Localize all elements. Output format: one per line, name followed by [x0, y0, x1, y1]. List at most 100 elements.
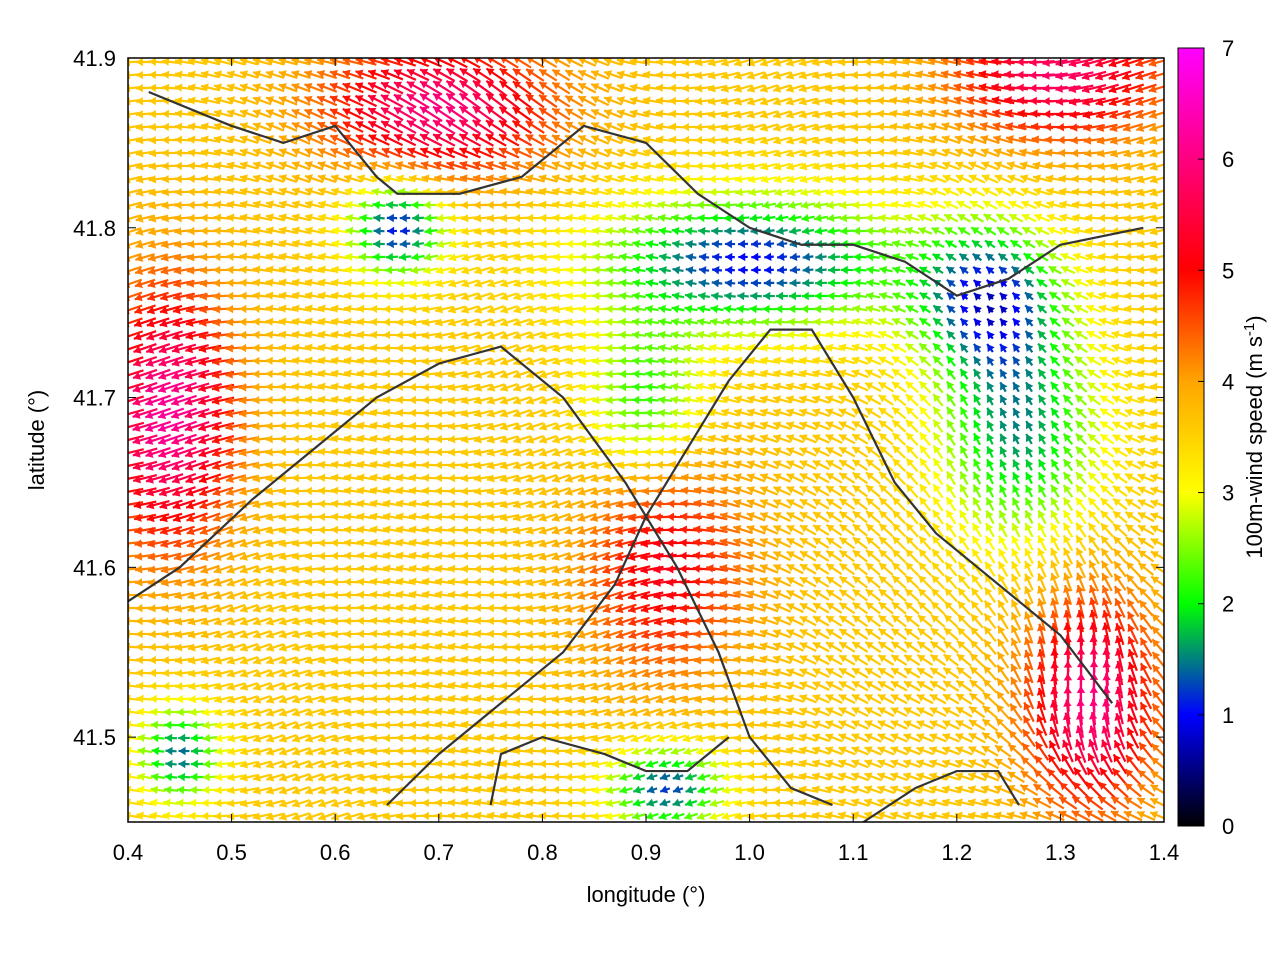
wind-arrow-head [721, 110, 729, 119]
wind-arrow-head [954, 109, 963, 118]
wind-arrow-head [485, 160, 494, 169]
wind-arrow-head [928, 83, 937, 92]
wind-arrow-head [763, 239, 772, 248]
wind-arrow-head [213, 148, 222, 157]
wind-arrow-head [226, 200, 235, 209]
wind-arrow-head [953, 70, 962, 79]
wind-arrow-head [331, 239, 340, 248]
wind-arrow-head [342, 108, 351, 116]
wind-arrow-head [186, 279, 195, 288]
wind-arrow-head [827, 278, 835, 288]
wind-arrow-head [711, 239, 720, 249]
wind-arrow-head [1008, 187, 1017, 196]
wind-arrow-head [381, 147, 390, 156]
wind-arrow-head [708, 123, 716, 132]
wind-arrow-head [161, 161, 169, 171]
wind-arrow-head [473, 200, 481, 210]
wind-arrow-head [1029, 71, 1037, 80]
wind-arrow-head [394, 134, 403, 142]
wind-arrow-head [513, 253, 522, 262]
wind-arrow-head [499, 160, 508, 169]
wind-arrow-head [604, 109, 613, 117]
wind-arrow-head [1055, 97, 1064, 106]
wind-arrow-head [619, 265, 627, 275]
wind-arrow-head [552, 58, 560, 65]
wind-arrow-head [240, 161, 248, 170]
wind-arrow-head [632, 278, 641, 288]
wind-arrow-head [694, 84, 703, 93]
wind-arrow-head [1055, 58, 1064, 68]
wind-arrow-head [591, 109, 600, 117]
wind-arrow-head [433, 160, 442, 169]
wind-arrow-head [397, 278, 405, 288]
wind-arrow-head [539, 69, 548, 77]
wind-arrow-head [499, 187, 507, 196]
wind-arrow-head [760, 110, 769, 119]
wind-arrow-head [499, 134, 508, 142]
wind-arrow-head [278, 70, 287, 79]
wind-arrow-head [161, 174, 169, 184]
wind-arrow-head [737, 239, 746, 249]
wind-arrow-head [525, 174, 534, 183]
wind-arrow-head [915, 109, 924, 118]
wind-arrow-head [738, 265, 746, 275]
wind-arrow-head [1031, 135, 1040, 144]
wind-arrow-head [802, 252, 811, 261]
wind-arrow-head [971, 227, 980, 235]
wind-arrow-head [381, 120, 390, 129]
wind-arrow-head [459, 120, 468, 128]
wind-arrow-head [786, 71, 795, 80]
wind-arrow-head [983, 214, 992, 222]
wind-arrow-head [420, 68, 429, 77]
wind-arrow-head [930, 213, 940, 222]
wind-arrow-head [331, 187, 340, 196]
wind-arrow-head [474, 58, 481, 64]
wind-arrow-head [253, 122, 262, 131]
wind-arrow-head [1021, 200, 1030, 209]
wind-arrow-head [775, 200, 783, 210]
wind-arrow-head [984, 227, 993, 235]
wind-arrow-head [670, 187, 678, 197]
wind-arrow-head [681, 71, 690, 80]
wind-arrow-head [161, 83, 170, 93]
wind-arrow-head [698, 279, 707, 288]
wind-arrow-head [697, 213, 705, 223]
wind-arrow-head [499, 93, 508, 102]
wind-arrow-head [1003, 70, 1012, 79]
wind-arrow-head [386, 213, 394, 223]
wind-arrow-head [1122, 59, 1131, 68]
wind-arrow-head [591, 200, 600, 209]
wind-arrow-head [148, 109, 156, 119]
wind-arrow-head [889, 96, 898, 105]
wind-arrow-head [877, 161, 885, 171]
wind-arrow-head [1029, 96, 1037, 106]
wind-arrow-head [487, 253, 496, 262]
wind-arrow-head [253, 161, 262, 170]
wind-arrow-head [318, 278, 326, 287]
wind-arrow-head [487, 240, 495, 249]
wind-arrow-head [147, 266, 156, 275]
wind-arrow-head [776, 226, 784, 235]
wind-arrow-head [1034, 226, 1044, 235]
wind-arrow-head [929, 161, 938, 170]
wind-arrow-head [434, 174, 442, 183]
wind-arrow-head [433, 93, 442, 102]
wind-arrow-head [786, 123, 795, 132]
wind-arrow-head [201, 83, 209, 92]
wind-arrow-head [629, 70, 638, 79]
wind-arrow-head [826, 188, 834, 197]
wind-arrow-head [371, 265, 379, 275]
wind-arrow-head [708, 148, 716, 158]
wind-arrow-head [1049, 279, 1058, 287]
wind-arrow-head [355, 69, 364, 78]
wind-arrow-head [953, 96, 962, 105]
wind-arrow-head [459, 174, 468, 183]
wind-arrow-head [786, 175, 795, 184]
wind-arrow-head [446, 133, 455, 142]
wind-arrow-head [747, 149, 756, 158]
wind-arrow-head [253, 213, 261, 222]
wind-arrow-head [446, 120, 455, 128]
wind-arrow-head [579, 239, 587, 249]
wind-arrow-head [734, 162, 743, 171]
